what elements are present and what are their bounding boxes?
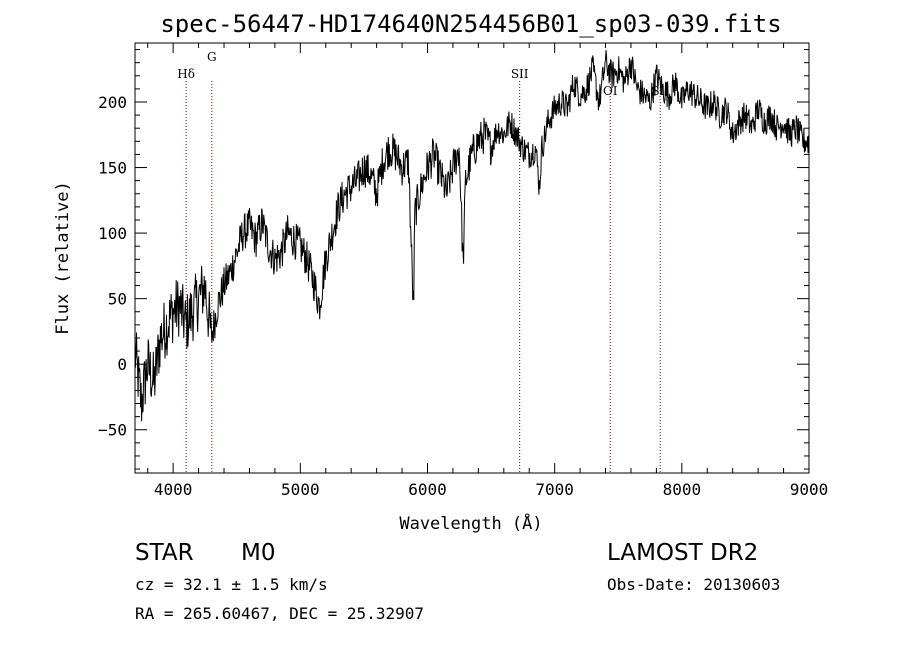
y-tick-label: −50: [98, 421, 127, 440]
spectral-line-label: Hδ: [177, 67, 195, 81]
spectral-line-label: OI: [603, 84, 618, 98]
y-tick-label: 0: [117, 355, 127, 374]
spectral-line-label: G: [207, 50, 217, 64]
y-axis-label: Flux (relative): [53, 181, 73, 335]
redshift-text: cz = 32.1 ± 1.5 km/s: [135, 575, 328, 594]
spectral-line-label: SII: [511, 67, 529, 81]
survey-label: LAMOST DR2: [607, 540, 759, 566]
x-tick-label: 8000: [663, 480, 702, 499]
y-tick-label: 200: [98, 93, 127, 112]
x-tick-label: 7000: [535, 480, 574, 499]
y-tick-label: 50: [108, 290, 127, 309]
chart-title: spec-56447-HD174640N254456B01_sp03-039.f…: [160, 10, 781, 38]
object-subclass-label: M0: [241, 540, 276, 566]
x-tick-label: 6000: [408, 480, 447, 499]
y-tick-label: 100: [98, 224, 127, 243]
object-class-label: STAR: [135, 540, 194, 566]
x-tick-label: 9000: [790, 480, 829, 499]
x-tick-labels: 4000 5000 6000 7000 8000 9000: [154, 480, 828, 499]
spectrum-series-line: [134, 50, 810, 422]
axis-ticks: [135, 43, 810, 473]
y-tick-labels: −50 0 50 100 150 200: [98, 93, 127, 440]
coordinates-text: RA = 265.60467, DEC = 25.32907: [135, 604, 424, 623]
observation-date-text: Obs-Date: 20130603: [607, 575, 781, 594]
x-axis-label: Wavelength (Å): [399, 512, 542, 534]
x-tick-label: 4000: [154, 480, 193, 499]
x-tick-label: 5000: [281, 480, 320, 499]
y-tick-label: 150: [98, 159, 127, 178]
plot-frame: [134, 42, 810, 474]
